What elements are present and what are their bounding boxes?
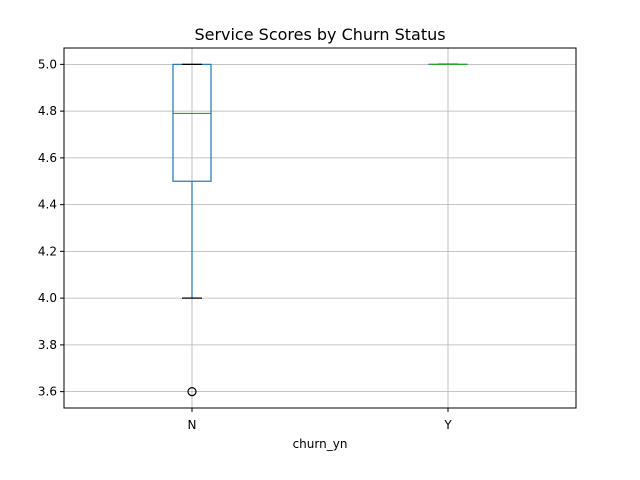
x-tick-label-y: Y [443, 418, 452, 432]
y-tick-label: 3.6 [38, 385, 57, 399]
x-tick-label-n: N [188, 418, 197, 432]
boxes-layer [172, 63, 468, 397]
y-tick-label: 4.6 [38, 151, 57, 165]
plot-area-frame [63, 47, 577, 409]
grid-layer [64, 48, 576, 408]
chart-title: Service Scores by Churn Status [194, 25, 445, 44]
y-tick-label: 4.0 [38, 291, 57, 305]
x-axis-label: churn_yn [293, 437, 348, 451]
y-tick-label: 3.8 [38, 338, 57, 352]
y-tick-label: 4.4 [38, 198, 57, 212]
y-tick-label: 4.2 [38, 244, 57, 258]
ticks-layer: 3.6 3.8 4.0 4.2 4.4 4.6 4.8 5.0 N Y [38, 57, 452, 432]
y-tick-label: 4.8 [38, 104, 57, 118]
y-tick-label: 5.0 [38, 57, 57, 71]
outlier-point-n [187, 387, 197, 397]
